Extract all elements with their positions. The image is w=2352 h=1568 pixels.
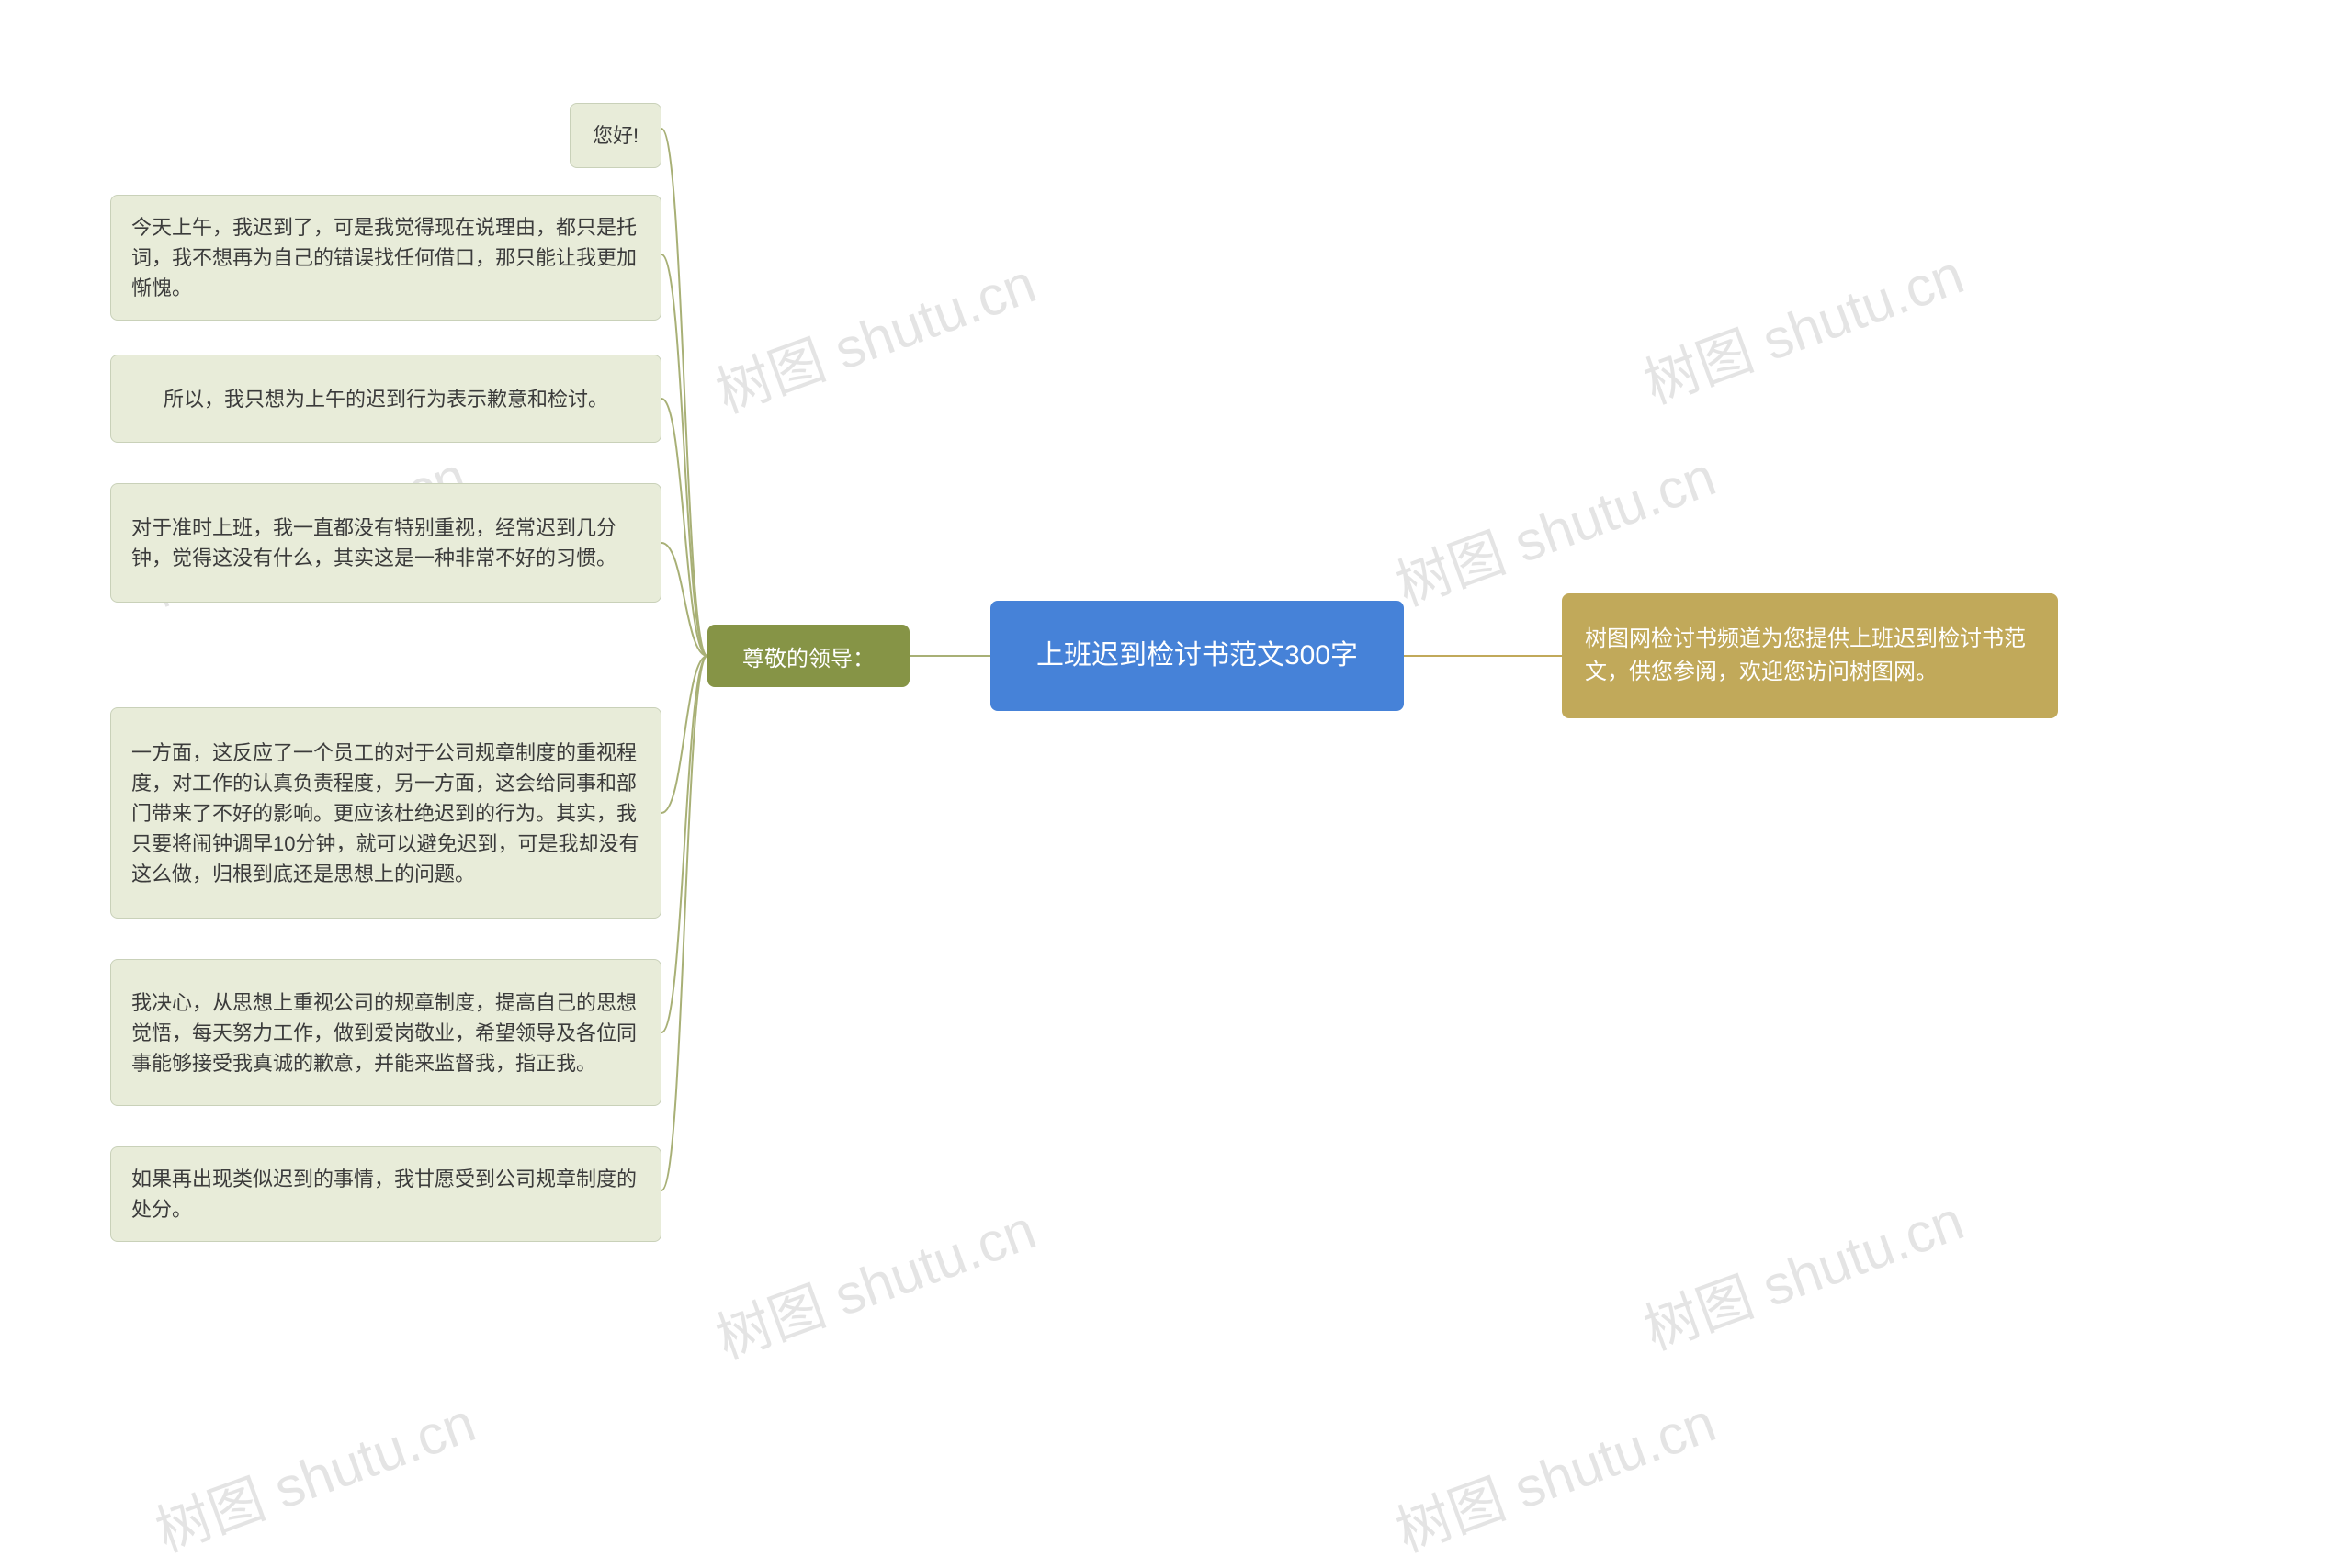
center-node: 上班迟到检讨书范文300字 [990, 601, 1404, 711]
watermark-6: 树图 shutu.cn [1384, 1378, 1724, 1567]
leaf-node-0: 您好! [570, 103, 662, 168]
leaf-node-5: 我决心，从思想上重视公司的规章制度，提高自己的思想觉悟，每天努力工作，做到爱岗敬… [110, 959, 662, 1106]
right-branch-text: 树图网检讨书频道为您提供上班迟到检讨书范文，供您参阅，欢迎您访问树图网。 [1585, 623, 2035, 689]
leaf-node-4: 一方面，这反应了一个员工的对于公司规章制度的重视程度，对工作的认真负责程度，另一… [110, 707, 662, 919]
center-node-text: 上班迟到检讨书范文300字 [1036, 637, 1358, 675]
left-branch-node: 尊敬的领导： [707, 625, 910, 687]
right-branch-node: 树图网检讨书频道为您提供上班迟到检讨书范文，供您参阅，欢迎您访问树图网。 [1562, 593, 2058, 718]
leaf-node-6: 如果再出现类似迟到的事情，我甘愿受到公司规章制度的处分。 [110, 1146, 662, 1242]
leaf-node-1: 今天上午，我迟到了，可是我觉得现在说理由，都只是托词，我不想再为自己的错误找任何… [110, 195, 662, 321]
left-branch-label: 尊敬的领导： [742, 640, 875, 672]
leaf-node-3: 对于准时上班，我一直都没有特别重视，经常迟到几分钟，觉得这没有什么，其实这是一种… [110, 483, 662, 603]
watermark-4: 树图 shutu.cn [143, 1378, 484, 1567]
watermark-3: 树图 shutu.cn [1632, 230, 1973, 419]
watermark-7: 树图 shutu.cn [1632, 1176, 1973, 1365]
leaf-node-2: 所以，我只想为上午的迟到行为表示歉意和检讨。 [110, 355, 662, 443]
watermark-5: 树图 shutu.cn [704, 1185, 1045, 1374]
watermark-1: 树图 shutu.cn [704, 239, 1045, 428]
